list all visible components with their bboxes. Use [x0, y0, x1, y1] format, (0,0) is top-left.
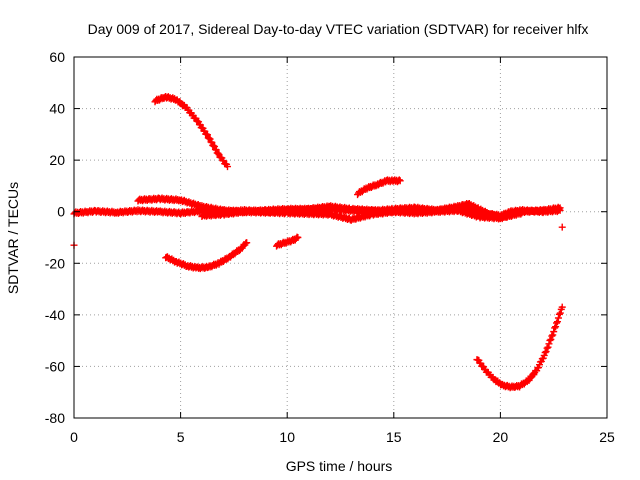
y-tick-labels: -80 -60 -40 -20 0 20 40 60 [45, 49, 65, 426]
data-point [396, 177, 404, 185]
data-point [553, 318, 561, 326]
data-point [243, 239, 251, 247]
data-point [556, 204, 564, 212]
data-point [554, 314, 562, 322]
data-point [558, 223, 566, 231]
data-layer [70, 93, 566, 392]
data-point [518, 209, 526, 217]
y-tick-label: 20 [49, 152, 65, 168]
x-tick-label: 15 [386, 429, 402, 445]
series-group [151, 93, 232, 171]
data-point [553, 319, 561, 327]
data-point [203, 131, 211, 139]
data-point [552, 323, 560, 331]
data-point [558, 303, 566, 311]
x-tick-label: 20 [493, 429, 509, 445]
y-tick-label: -40 [45, 307, 65, 323]
x-tick-labels: 0 5 10 15 20 25 [70, 429, 615, 445]
series-group [273, 233, 302, 250]
data-point [517, 210, 525, 218]
data-point [541, 349, 549, 357]
data-point [551, 324, 559, 332]
data-point [545, 340, 553, 348]
data-point [555, 310, 563, 318]
data-point [214, 149, 222, 157]
y-tick-label: -60 [45, 358, 65, 374]
data-point [556, 309, 564, 317]
y-tick-label: 0 [57, 204, 65, 220]
y-tick-label: -80 [45, 410, 65, 426]
plot-frame [73, 56, 608, 419]
y-tick-label: 60 [49, 49, 65, 65]
series-group [198, 206, 526, 224]
y-tick-label: 40 [49, 101, 65, 117]
x-tick-label: 25 [599, 429, 615, 445]
series-group [354, 176, 404, 199]
data-point [542, 348, 550, 356]
data-point [294, 234, 302, 241]
data-point [544, 343, 552, 351]
data-point [224, 163, 232, 171]
data-point [547, 335, 555, 343]
series-group [473, 303, 566, 392]
data-point [548, 332, 556, 340]
data-point [546, 336, 554, 344]
x-tick-label: 0 [70, 429, 78, 445]
series-group [162, 239, 251, 273]
x-tick-label: 10 [279, 429, 295, 445]
x-tick-label: 5 [177, 429, 185, 445]
x-axis-title: GPS time / hours [286, 458, 393, 474]
data-point [549, 331, 557, 339]
y-axis-title: SDTVAR / TECUs [5, 182, 21, 294]
data-point [543, 344, 551, 352]
y-tick-label: -20 [45, 255, 65, 271]
data-point [550, 328, 558, 336]
chart-title: Day 009 of 2017, Sidereal Day-to-day VTE… [88, 21, 589, 37]
data-point [395, 176, 403, 184]
